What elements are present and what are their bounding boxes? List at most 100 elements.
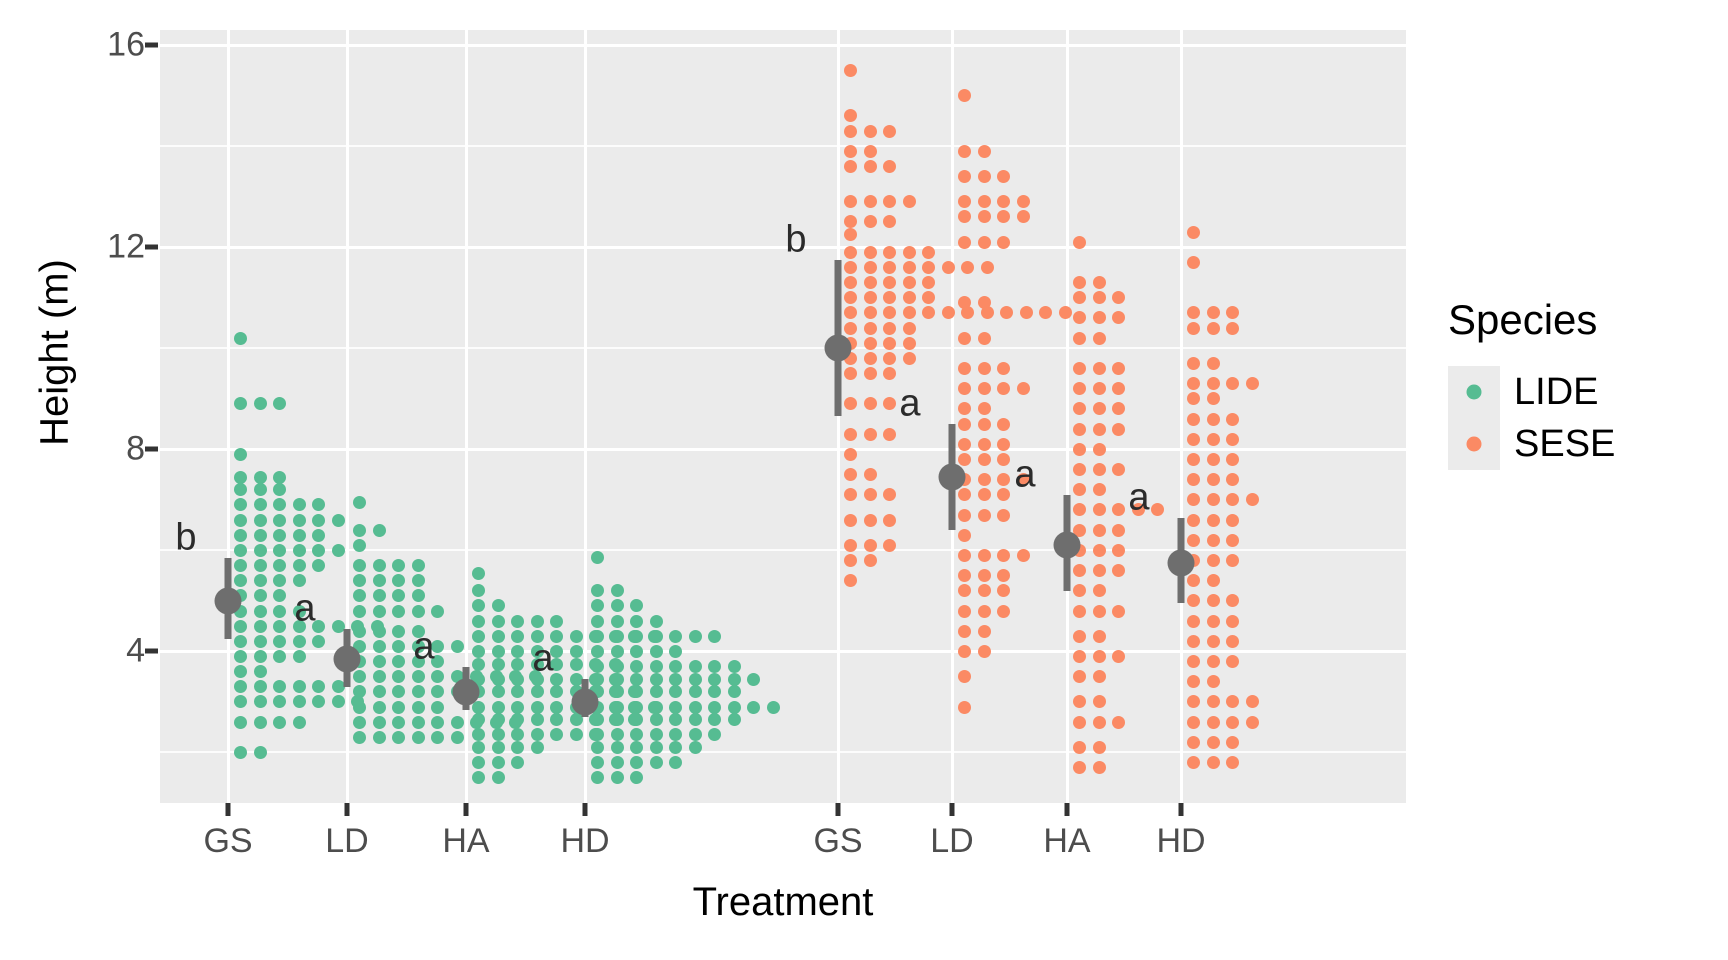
data-point — [902, 260, 916, 274]
data-point — [1187, 614, 1200, 628]
data-point — [958, 144, 971, 158]
x-axis-tick-mark — [582, 803, 588, 816]
data-point — [844, 124, 857, 138]
data-point — [472, 599, 485, 613]
data-point — [958, 569, 971, 583]
data-point — [1245, 377, 1259, 391]
data-point — [253, 559, 267, 573]
x-axis-tick-mark — [1178, 803, 1184, 816]
data-point — [511, 713, 524, 727]
data-point — [1092, 629, 1106, 643]
data-point — [977, 604, 991, 618]
data-point — [997, 437, 1010, 451]
data-point — [630, 599, 643, 613]
gridline-vertical — [836, 30, 840, 803]
data-point — [491, 756, 505, 770]
data-point — [253, 619, 267, 633]
data-point — [511, 700, 524, 714]
data-point — [997, 195, 1010, 209]
data-point — [1112, 604, 1125, 618]
data-point — [669, 740, 682, 754]
data-point — [1092, 402, 1106, 416]
data-point — [610, 614, 624, 628]
data-point — [253, 604, 267, 618]
data-point — [883, 291, 896, 305]
data-point — [1206, 356, 1220, 370]
data-point — [649, 614, 663, 628]
data-point — [591, 756, 604, 770]
data-point — [844, 291, 857, 305]
data-point — [1092, 670, 1106, 684]
data-point — [273, 543, 286, 557]
data-point — [273, 634, 286, 648]
data-point — [392, 685, 405, 699]
data-point — [312, 680, 325, 694]
data-point — [530, 657, 544, 671]
data-point — [292, 498, 306, 512]
data-point — [353, 538, 366, 552]
data-point — [353, 574, 366, 588]
x-axis-tick-label: GS — [813, 822, 863, 860]
data-point — [1206, 377, 1220, 391]
data-point — [472, 657, 485, 671]
data-point — [591, 713, 604, 727]
significance-letter: a — [294, 587, 316, 630]
data-point — [708, 713, 721, 727]
data-point — [1092, 649, 1106, 663]
data-point — [630, 660, 643, 674]
data-point — [312, 498, 325, 512]
data-point — [353, 700, 366, 714]
data-point — [372, 604, 386, 618]
legend-item[interactable]: SESE — [1448, 418, 1615, 470]
data-point — [747, 672, 760, 686]
data-point — [844, 195, 857, 209]
x-axis-tick-mark — [344, 803, 350, 816]
data-point — [1206, 473, 1220, 487]
data-point — [253, 543, 267, 557]
data-point — [550, 713, 563, 727]
data-point — [273, 498, 286, 512]
data-point — [958, 402, 971, 416]
data-point — [863, 159, 877, 173]
data-point — [863, 538, 877, 552]
data-point — [292, 680, 306, 694]
data-point — [649, 700, 663, 714]
y-axis-tick-label: 16 — [107, 25, 145, 64]
data-point — [1073, 761, 1086, 775]
data-point — [708, 672, 721, 686]
significance-letter: a — [532, 637, 554, 680]
mean-point — [333, 645, 361, 673]
data-point — [353, 730, 366, 744]
data-point — [491, 771, 505, 785]
data-point — [977, 488, 991, 502]
data-point — [253, 745, 267, 759]
data-point — [292, 634, 306, 648]
data-point — [630, 700, 643, 714]
data-point — [1112, 715, 1125, 729]
data-point — [472, 756, 485, 770]
data-point — [530, 614, 544, 628]
data-point — [883, 124, 896, 138]
data-point — [591, 728, 604, 742]
data-point — [511, 728, 524, 742]
data-point — [958, 508, 971, 522]
data-point — [883, 276, 896, 290]
data-point — [649, 660, 663, 674]
data-point — [511, 756, 524, 770]
data-point — [1226, 432, 1239, 446]
data-point — [491, 599, 505, 613]
data-point — [312, 695, 325, 709]
data-point — [1187, 412, 1200, 426]
data-point — [863, 321, 877, 335]
data-point — [392, 715, 405, 729]
data-point — [253, 513, 267, 527]
legend-item[interactable]: LIDE — [1448, 366, 1615, 418]
data-point — [958, 437, 971, 451]
data-point — [688, 660, 702, 674]
x-axis-tick-label: HA — [442, 822, 490, 860]
data-point — [1073, 715, 1086, 729]
data-point — [234, 483, 247, 497]
data-point — [863, 144, 877, 158]
data-point — [1206, 306, 1220, 320]
data-point — [431, 670, 444, 684]
